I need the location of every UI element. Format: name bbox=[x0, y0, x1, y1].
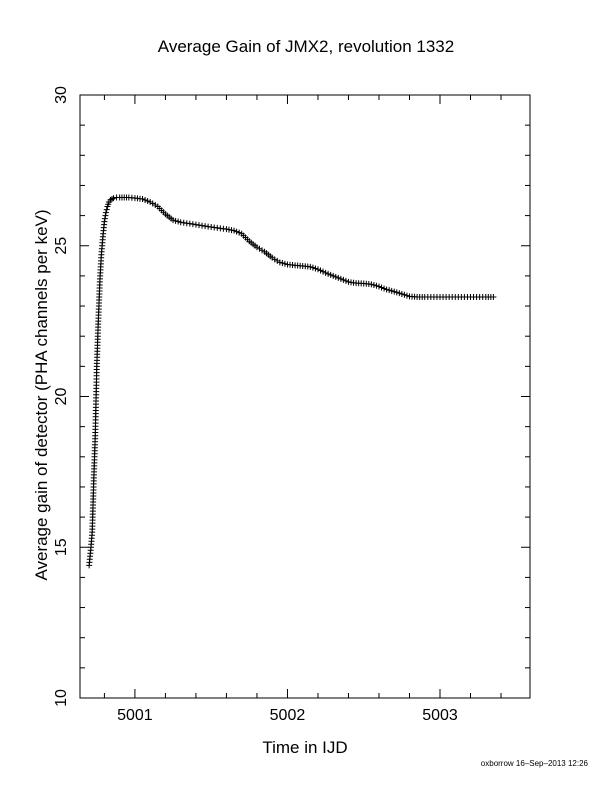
data-point bbox=[223, 226, 230, 233]
data-point bbox=[236, 229, 243, 236]
data-point bbox=[342, 277, 349, 284]
y-axis-label: Average gain of detector (PHA channels p… bbox=[32, 209, 51, 581]
x-tick-label: 5001 bbox=[117, 707, 153, 724]
data-point bbox=[373, 282, 380, 289]
data-point bbox=[102, 209, 109, 216]
data-point bbox=[388, 287, 395, 294]
plot-frame bbox=[79, 94, 531, 699]
data-point bbox=[144, 198, 151, 205]
data-point bbox=[340, 276, 347, 283]
y-tick-label: 20 bbox=[53, 388, 70, 406]
data-point bbox=[142, 197, 149, 204]
data-point bbox=[312, 265, 319, 272]
data-point bbox=[320, 268, 327, 275]
data-point bbox=[398, 290, 405, 297]
chart-title: Average Gain of JMX2, revolution 1332 bbox=[157, 37, 455, 56]
data-point bbox=[139, 196, 146, 203]
data-point bbox=[307, 263, 314, 270]
data-point bbox=[317, 267, 324, 274]
y-tick-label: 25 bbox=[53, 237, 70, 255]
data-point bbox=[332, 273, 339, 280]
x-axis-label: Time in IJD bbox=[262, 738, 348, 757]
y-tick-label: 30 bbox=[53, 86, 70, 104]
data-point bbox=[337, 275, 344, 282]
y-tick-label: 10 bbox=[53, 689, 70, 707]
data-point bbox=[109, 196, 116, 203]
data-point bbox=[383, 286, 390, 293]
data-point bbox=[101, 218, 108, 225]
data-point bbox=[233, 228, 240, 235]
data-point bbox=[391, 288, 398, 295]
data-point bbox=[490, 294, 497, 301]
timestamp-stamp: oxborrow 16–Sep–2013 12:26 bbox=[480, 759, 588, 768]
data-point bbox=[401, 291, 408, 298]
data-point bbox=[172, 217, 179, 224]
data-point bbox=[309, 264, 316, 271]
data-point bbox=[110, 195, 117, 202]
data-point bbox=[370, 282, 377, 289]
data-point bbox=[325, 270, 332, 277]
data-point bbox=[396, 290, 403, 297]
x-tick-label: 5002 bbox=[270, 707, 306, 724]
data-point bbox=[327, 271, 334, 278]
data-point bbox=[335, 274, 342, 281]
data-point bbox=[170, 217, 177, 224]
data-point bbox=[403, 292, 410, 299]
data-point bbox=[228, 227, 235, 234]
data-point bbox=[393, 289, 400, 296]
y-tick-label: 15 bbox=[53, 538, 70, 556]
data-point bbox=[102, 212, 109, 219]
data-point bbox=[279, 260, 286, 267]
data-point bbox=[281, 260, 288, 267]
data-point bbox=[386, 287, 393, 294]
data-point bbox=[378, 284, 385, 291]
data-point bbox=[368, 281, 375, 288]
data-point bbox=[375, 283, 382, 290]
data-point bbox=[103, 206, 110, 213]
data-point bbox=[276, 259, 283, 266]
data-point bbox=[101, 215, 108, 222]
x-tick-label: 5003 bbox=[422, 707, 458, 724]
data-point bbox=[381, 285, 388, 292]
data-point bbox=[330, 272, 337, 279]
data-point bbox=[175, 218, 182, 225]
data-point bbox=[322, 269, 329, 276]
data-point bbox=[314, 266, 321, 273]
data-point bbox=[231, 227, 238, 234]
data-point bbox=[225, 226, 232, 233]
